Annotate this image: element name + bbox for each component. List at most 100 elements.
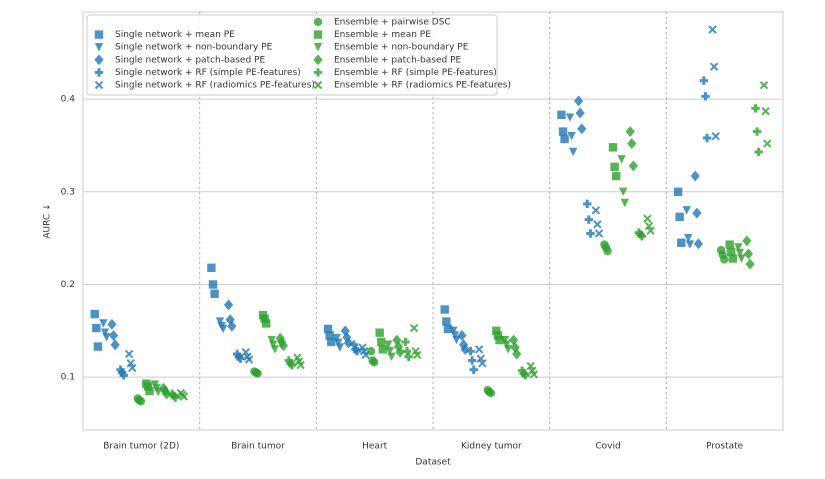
legend-label: Single network + RF (simple PE-features) — [115, 68, 301, 78]
data-point — [493, 331, 503, 340]
data-point — [565, 113, 575, 122]
data-point — [169, 391, 178, 400]
data-point — [512, 348, 522, 360]
data-point — [754, 147, 763, 157]
data-point — [699, 76, 709, 85]
data-point — [619, 187, 628, 197]
data-point — [575, 107, 585, 119]
x-tick-label: Heart — [362, 442, 388, 452]
data-point — [136, 397, 146, 406]
data-point — [583, 199, 592, 209]
data-point — [636, 230, 645, 239]
data-point — [594, 229, 604, 238]
data-point — [466, 347, 475, 356]
data-point — [646, 226, 655, 235]
legend: Single network + mean PE Single network +… — [86, 14, 511, 96]
data-point — [117, 368, 127, 377]
x-tick-label: Brain tumor — [231, 442, 285, 452]
data-point — [742, 235, 752, 247]
data-point — [116, 365, 125, 374]
data-point — [284, 356, 293, 365]
data-point — [208, 280, 218, 289]
data-point — [296, 360, 305, 370]
data-point — [110, 339, 120, 351]
legend-marker — [94, 30, 104, 39]
data-point — [378, 345, 388, 354]
data-point — [743, 248, 754, 260]
data-point — [225, 314, 235, 326]
data-point — [761, 106, 770, 116]
data-point — [690, 170, 700, 182]
data-point — [171, 393, 180, 402]
data-point — [620, 198, 629, 208]
data-point — [375, 328, 384, 337]
data-point — [608, 143, 618, 152]
data-point — [349, 340, 359, 349]
legend-marker — [313, 43, 323, 52]
legend-marker — [94, 54, 104, 66]
data-point — [759, 81, 769, 90]
data-point — [734, 243, 743, 252]
data-point — [450, 331, 460, 340]
legend-label: Single network + non-boundary PE — [115, 43, 273, 53]
data-point — [100, 328, 110, 337]
y-tick-label: 0.1 — [61, 373, 75, 383]
data-point — [628, 160, 639, 172]
legend-label: Ensemble + RF (radiomics PE-features) — [334, 81, 511, 91]
data-point — [508, 334, 519, 346]
data-point — [708, 25, 717, 34]
data-point — [124, 349, 134, 359]
data-point — [128, 363, 137, 373]
data-point — [267, 335, 276, 345]
data-point — [745, 258, 755, 270]
legend-label: Ensemble + mean PE — [334, 30, 431, 40]
data-point — [693, 238, 704, 250]
legend-marker — [313, 17, 323, 27]
data-point — [270, 345, 279, 354]
y-tick-label: 0.2 — [61, 280, 75, 290]
data-point — [325, 331, 334, 340]
data-point — [517, 366, 527, 375]
legend-box — [86, 14, 498, 96]
data-point — [92, 323, 101, 333]
y-tick-label: 0.3 — [61, 187, 75, 197]
legend-label: Single network + RF (radiomics PE-featur… — [115, 81, 315, 91]
data-point — [327, 337, 336, 347]
data-point — [457, 330, 467, 341]
data-point — [737, 254, 746, 263]
data-point — [286, 359, 295, 368]
data-point — [385, 347, 395, 356]
data-point — [162, 388, 172, 400]
legend-label: Ensemble + pairwise DSC — [334, 18, 451, 28]
data-point — [500, 335, 510, 345]
data-point — [93, 342, 103, 351]
data-point — [677, 238, 686, 247]
data-point — [478, 359, 487, 368]
data-point — [167, 389, 177, 399]
data-point — [409, 323, 419, 333]
data-point — [486, 388, 496, 398]
data-point — [401, 337, 410, 347]
x-axis-label: Dataset — [415, 458, 451, 468]
data-point — [682, 206, 691, 215]
data-point — [569, 147, 578, 157]
data-point — [352, 347, 362, 356]
data-point — [207, 263, 216, 273]
data-point — [366, 347, 376, 356]
data-point — [673, 187, 683, 197]
data-point — [223, 299, 234, 311]
data-point — [253, 369, 262, 378]
data-point — [521, 371, 530, 380]
legend-marker — [94, 68, 104, 77]
data-point — [612, 171, 621, 181]
data-point — [558, 127, 568, 136]
legend-marker — [313, 80, 323, 90]
data-point — [323, 324, 333, 334]
data-point — [260, 314, 269, 323]
data-point — [519, 369, 528, 378]
data-point — [692, 207, 702, 219]
data-point — [108, 330, 119, 341]
legend-marker — [94, 80, 104, 90]
data-point — [395, 346, 405, 358]
data-point — [404, 352, 413, 361]
